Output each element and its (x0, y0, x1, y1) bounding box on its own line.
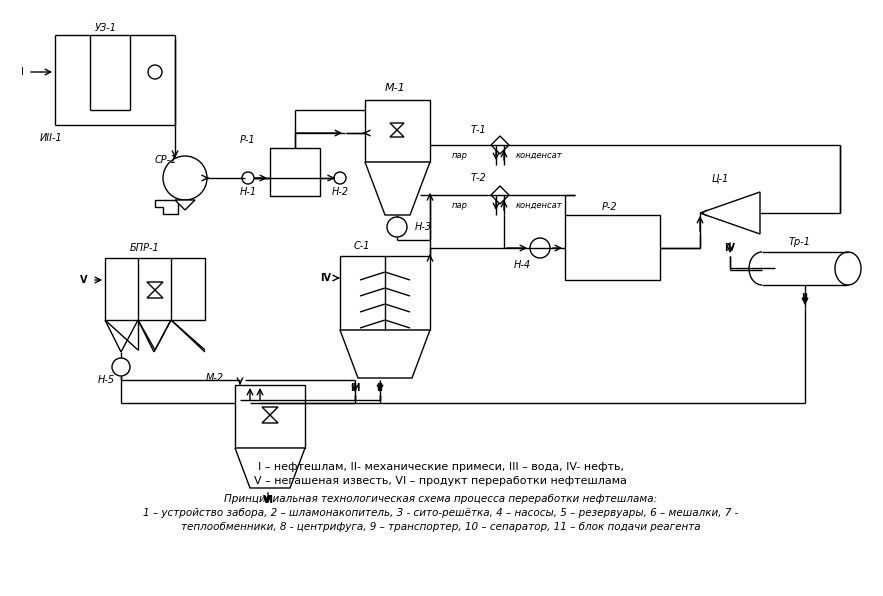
Bar (105, 258, 205, 320)
Circle shape (148, 65, 162, 79)
Polygon shape (491, 136, 509, 154)
Bar (565, 215, 660, 280)
Text: I – нефтешлам, II- механические примеси, III – вода, IV- нефть,: I – нефтешлам, II- механические примеси,… (258, 462, 624, 472)
Text: Н-5: Н-5 (97, 375, 115, 385)
Circle shape (387, 217, 407, 237)
Text: I: I (20, 67, 24, 77)
Polygon shape (235, 448, 305, 488)
Text: теплообменники, 8 - центрифуга, 9 – транспортер, 10 – сепаратор, 11 – блок подач: теплообменники, 8 - центрифуга, 9 – тран… (181, 522, 701, 532)
Polygon shape (700, 192, 760, 234)
Text: VI: VI (262, 495, 274, 505)
Text: БПР-1: БПР-1 (130, 243, 160, 253)
Polygon shape (262, 407, 278, 423)
Text: Н-4: Н-4 (513, 260, 531, 270)
Text: Р-1: Р-1 (240, 135, 256, 145)
Bar (235, 385, 305, 448)
Text: Н-1: Н-1 (239, 187, 257, 197)
Text: Ц-1: Ц-1 (712, 173, 728, 183)
Text: II: II (376, 383, 383, 393)
Text: ИII-1: ИII-1 (40, 133, 63, 143)
Text: УЗ-1: УЗ-1 (95, 23, 117, 33)
Text: Р-2: Р-2 (602, 202, 618, 212)
Polygon shape (175, 200, 195, 210)
Text: IV: IV (321, 273, 331, 283)
Text: конденсат: конденсат (516, 200, 562, 210)
Text: Принципиальная технологическая схема процесса переработки нефтешлама:: Принципиальная технологическая схема про… (224, 494, 658, 504)
Text: V: V (80, 275, 87, 285)
Text: Т-2: Т-2 (470, 173, 486, 183)
Text: IV: IV (724, 243, 736, 253)
Polygon shape (390, 123, 404, 137)
Polygon shape (155, 200, 178, 214)
Polygon shape (340, 330, 430, 378)
Polygon shape (365, 162, 430, 215)
Text: Тр-1: Тр-1 (789, 237, 811, 247)
Text: М-2: М-2 (206, 373, 224, 383)
Bar (270, 148, 320, 196)
Text: V – негашеная известь, VI – продукт переработки нефтешлама: V – негашеная известь, VI – продукт пере… (254, 476, 628, 486)
Text: М-1: М-1 (385, 83, 405, 93)
Polygon shape (147, 282, 163, 298)
Text: конденсат: конденсат (516, 151, 562, 160)
Text: Н-2: Н-2 (331, 187, 349, 197)
Text: С-1: С-1 (354, 241, 370, 251)
Bar (365, 100, 430, 162)
Circle shape (112, 358, 130, 376)
Text: СР-1: СР-1 (155, 155, 177, 165)
Text: II: II (802, 293, 809, 303)
Text: Т-1: Т-1 (470, 125, 486, 135)
Text: пар: пар (452, 200, 468, 210)
Text: 1 – устройство забора, 2 – шламонакопитель, 3 - сито-решётка, 4 – насосы, 5 – ре: 1 – устройство забора, 2 – шламонакопите… (143, 508, 739, 518)
Text: пар: пар (452, 151, 468, 160)
Circle shape (242, 172, 254, 184)
Circle shape (530, 238, 550, 258)
Text: III: III (350, 383, 360, 393)
Circle shape (163, 156, 207, 200)
Bar (340, 256, 430, 330)
Polygon shape (491, 186, 509, 204)
Text: Н-3: Н-3 (415, 222, 432, 232)
Circle shape (334, 172, 346, 184)
